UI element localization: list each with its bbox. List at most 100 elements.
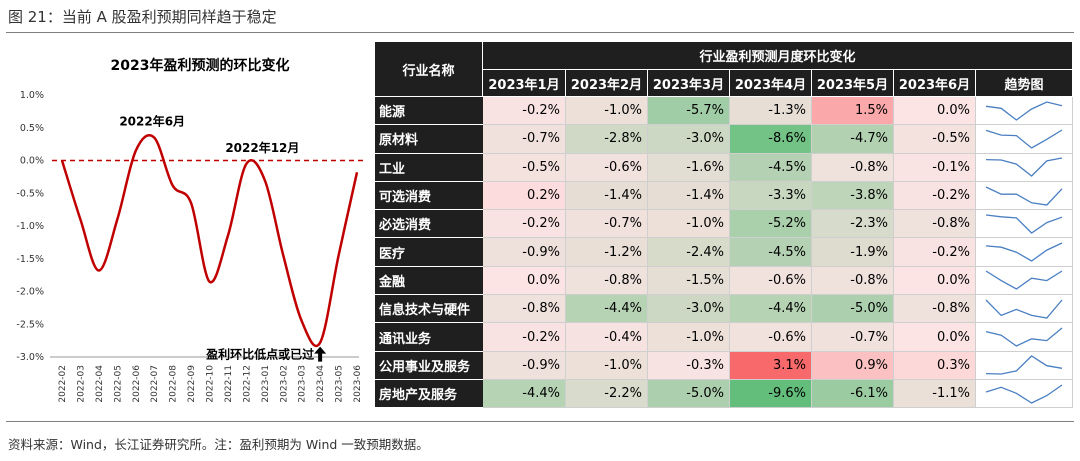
value-cell: -1.0%: [648, 210, 730, 239]
value-cell: -0.1%: [894, 153, 976, 182]
value-cell: -1.0%: [648, 323, 730, 352]
value-cell: -4.4%: [730, 295, 812, 324]
x-tick-label: 2022-09: [187, 365, 197, 403]
table-row: 工业 -0.5% -0.6% -1.6% -4.5% -0.8% -0.1%: [375, 153, 1073, 182]
x-axis: 2022-02 2022-03 2022-04 2022-05 2022-06 2022-…: [58, 365, 363, 403]
table-row: 必选消费 -0.2% -0.7% -1.0% -5.2% -2.3% -0.8%: [375, 210, 1073, 239]
value-cell: -0.2%: [483, 210, 566, 239]
y-tick-label: -0.5%: [16, 188, 44, 199]
y-tick-label: 1.0%: [20, 90, 44, 101]
value-cell: -0.9%: [483, 238, 566, 267]
industry-name: 金融: [375, 266, 483, 296]
y-tick-label: -3.0%: [16, 352, 44, 363]
value-cell: -1.9%: [812, 238, 894, 267]
figure-title: 图 21：当前 A 股盈利预期同样趋于稳定: [8, 8, 277, 26]
value-cell: -4.7%: [812, 125, 894, 154]
sparkline: [985, 355, 1063, 375]
value-cell: -5.7%: [648, 97, 730, 126]
value-cell: -4.4%: [483, 379, 566, 409]
value-cell: -0.4%: [566, 323, 648, 352]
industry-name: 信息技术与硬件: [375, 295, 483, 324]
sparkline: [985, 384, 1063, 404]
sparkline-path: [985, 214, 1063, 234]
sparkline: [985, 157, 1063, 178]
value-cell: -0.6%: [730, 266, 812, 296]
sparkline-path: [985, 270, 1063, 291]
trend-sparkline-cell: [976, 153, 1073, 182]
value-cell: -5.0%: [812, 295, 894, 324]
sparkline-path: [985, 129, 1063, 149]
x-tick-label: 2022-04: [95, 365, 105, 403]
value-cell: -0.2%: [483, 323, 566, 352]
x-tick-label: 2022-08: [169, 365, 179, 403]
column-header: 2023年4月: [730, 70, 812, 97]
column-header: 2023年5月: [812, 70, 894, 97]
value-cell: -6.1%: [812, 379, 894, 409]
industry-name: 通讯业务: [375, 323, 483, 352]
y-tick-label: 0.5%: [20, 123, 44, 134]
x-tick-label: 2023-03: [298, 365, 308, 403]
value-cell: 0.9%: [812, 351, 894, 380]
sparkline-path: [985, 185, 1063, 206]
source-note: 资料来源：Wind，长江证券研究所。注：盈利预期为 Wind 一致预期数据。: [8, 437, 429, 452]
value-cell: 0.2%: [483, 181, 566, 211]
value-cell: -2.3%: [812, 210, 894, 239]
value-cell: -3.0%: [648, 295, 730, 324]
sparkline-path: [985, 384, 1063, 404]
value-cell: -2.2%: [566, 379, 648, 409]
sparkline-path: [985, 157, 1063, 178]
annotation-trough: 盈利环比低点或已过: [205, 347, 314, 362]
industry-heatmap-table: 行业名称 行业盈利预测月度环比变化 2023年1月 2023年2月 2023年3…: [375, 42, 1073, 409]
value-cell: 1.5%: [812, 97, 894, 126]
chart-title: 2023年盈利预测的环比变化: [111, 57, 290, 74]
x-tick-label: 2023-02: [279, 365, 289, 403]
table-body: 能源 -0.2% -1.0% -5.7% -1.3% 1.5% 0.0% 原材料 -0.7% -2…: [375, 97, 1073, 409]
value-cell: -0.2%: [894, 238, 976, 267]
value-cell: 0.0%: [483, 266, 566, 296]
annotation-peak-2022-06: 2022年6月: [119, 114, 185, 129]
value-cell: -3.8%: [812, 181, 894, 211]
value-cell: -3.0%: [648, 125, 730, 154]
trend-sparkline-cell: [976, 379, 1073, 409]
sparkline: [985, 214, 1063, 234]
table-row: 金融 0.0% -0.8% -1.5% -0.6% -0.8% 0.0%: [375, 266, 1073, 296]
annotation-peak-2022-12: 2022年12月: [225, 140, 299, 155]
table-row: 医疗 -0.9% -1.2% -2.4% -4.5% -1.9% -0.2%: [375, 238, 1073, 267]
sparkline-path: [985, 242, 1063, 262]
sparkline: [985, 100, 1063, 121]
industry-name: 公用事业及服务: [375, 351, 483, 380]
trend-sparkline-cell: [976, 97, 1073, 126]
value-cell: 0.0%: [894, 323, 976, 352]
y-tick-label: -1.0%: [16, 221, 44, 232]
value-cell: -0.2%: [483, 97, 566, 126]
value-cell: -0.7%: [566, 210, 648, 239]
value-cell: -1.1%: [894, 379, 976, 409]
table-row: 可选消费 0.2% -1.4% -1.4% -3.3% -3.8% -0.2%: [375, 181, 1073, 211]
table-title: 行业盈利预测月度环比变化: [483, 42, 1073, 70]
table-row: 信息技术与硬件 -0.8% -4.4% -3.0% -4.4% -5.0% -0.8%: [375, 295, 1073, 324]
x-tick-label: 2022-11: [224, 365, 234, 403]
sparkline: [985, 242, 1063, 262]
industry-table-container: 行业名称 行业盈利预测月度环比变化 2023年1月 2023年2月 2023年3…: [375, 42, 1073, 409]
column-header: 2023年6月: [894, 70, 976, 97]
column-header: 2023年1月: [483, 70, 566, 97]
value-cell: 0.0%: [894, 266, 976, 296]
value-cell: -0.7%: [812, 323, 894, 352]
industry-name: 医疗: [375, 238, 483, 267]
value-cell: -1.5%: [648, 266, 730, 296]
industry-name: 必选消费: [375, 210, 483, 239]
value-cell: -4.5%: [730, 153, 812, 182]
value-cell: -4.5%: [730, 238, 812, 267]
table-row: 房地产及服务 -4.4% -2.2% -5.0% -9.6% -6.1% -1.1%: [375, 379, 1073, 409]
trend-sparkline-cell: [976, 295, 1073, 324]
value-cell: -0.5%: [483, 153, 566, 182]
series-line: [60, 134, 359, 348]
sparkline: [985, 327, 1063, 347]
trend-sparkline-cell: [976, 210, 1073, 239]
x-tick-label: 2023-01: [261, 365, 271, 403]
sparkline: [985, 185, 1063, 206]
sparkline-path: [985, 299, 1063, 319]
y-tick-label: -2.5%: [16, 319, 44, 330]
value-cell: -0.6%: [566, 153, 648, 182]
value-cell: -0.8%: [894, 295, 976, 324]
